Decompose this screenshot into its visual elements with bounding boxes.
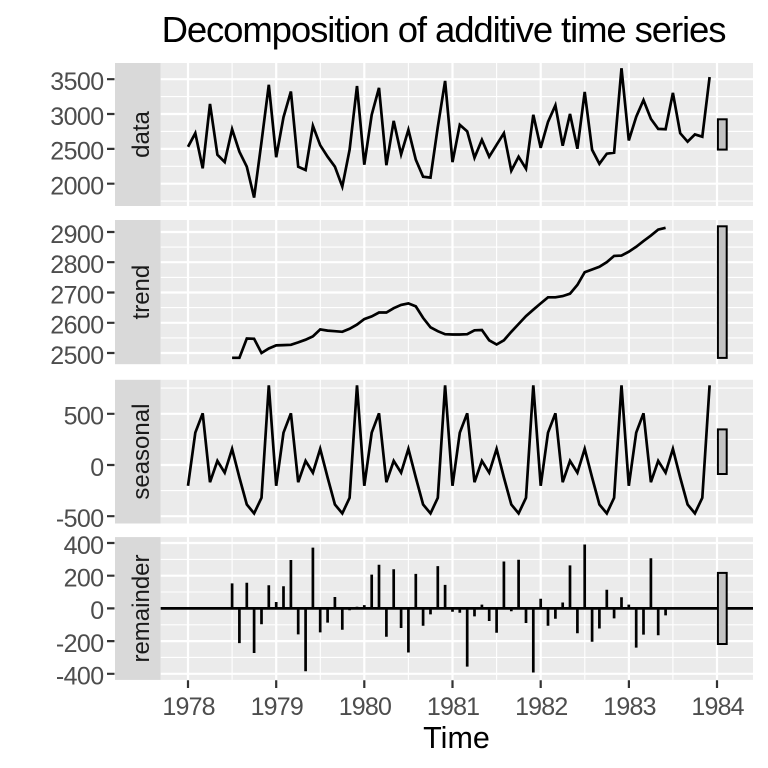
svg-text:400: 400 bbox=[64, 532, 104, 560]
svg-text:500: 500 bbox=[64, 403, 104, 431]
svg-text:2500: 2500 bbox=[50, 342, 103, 370]
svg-text:-200: -200 bbox=[56, 630, 104, 658]
svg-text:1979: 1979 bbox=[251, 693, 303, 721]
svg-text:0: 0 bbox=[90, 454, 103, 482]
svg-text:1982: 1982 bbox=[515, 693, 567, 721]
svg-text:-400: -400 bbox=[56, 663, 104, 691]
svg-text:data: data bbox=[128, 110, 155, 157]
svg-text:2700: 2700 bbox=[50, 281, 103, 309]
svg-text:-500: -500 bbox=[56, 505, 104, 533]
svg-text:200: 200 bbox=[64, 565, 104, 593]
svg-text:3500: 3500 bbox=[50, 68, 103, 96]
svg-text:1983: 1983 bbox=[603, 693, 655, 721]
svg-text:Time: Time bbox=[423, 721, 490, 755]
svg-text:1980: 1980 bbox=[339, 693, 391, 721]
svg-text:2800: 2800 bbox=[50, 251, 103, 279]
svg-text:2500: 2500 bbox=[50, 138, 103, 166]
svg-text:seasonal: seasonal bbox=[128, 404, 155, 500]
svg-text:1978: 1978 bbox=[162, 693, 214, 721]
svg-text:0: 0 bbox=[90, 597, 103, 625]
svg-text:Decomposition of additive time: Decomposition of additive time series bbox=[162, 9, 726, 50]
svg-text:1981: 1981 bbox=[427, 693, 479, 721]
svg-text:3000: 3000 bbox=[50, 103, 103, 131]
svg-text:1984: 1984 bbox=[691, 693, 744, 721]
svg-text:trend: trend bbox=[128, 265, 155, 320]
svg-text:2900: 2900 bbox=[50, 221, 103, 249]
svg-text:2600: 2600 bbox=[50, 312, 103, 340]
svg-text:remainder: remainder bbox=[128, 554, 155, 662]
svg-text:2000: 2000 bbox=[50, 173, 103, 201]
